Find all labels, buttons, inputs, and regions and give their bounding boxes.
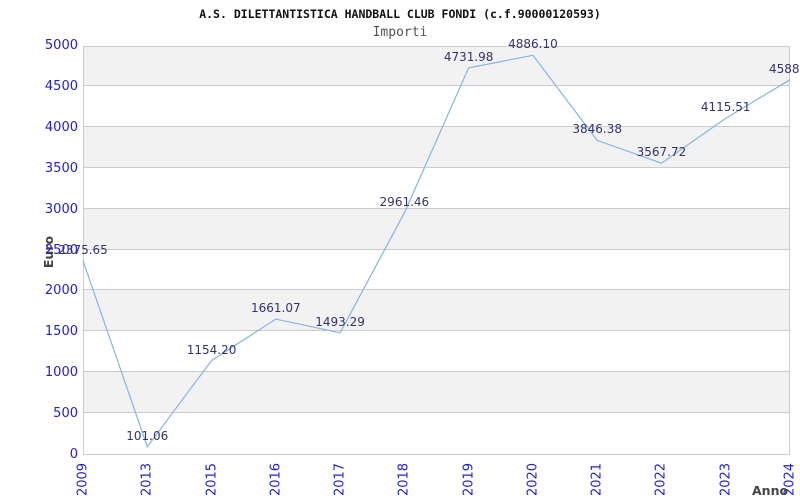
x-tick-label: 2017 (332, 462, 348, 497)
y-tick-label: 1000 (44, 365, 78, 381)
data-point-label: 1154.20 (186, 342, 237, 357)
data-point-label: 2961.46 (379, 194, 430, 209)
data-point-label: 2375.65 (58, 242, 108, 257)
plot-band (84, 290, 789, 332)
gridline (84, 84, 789, 86)
y-tick-label: 5000 (44, 38, 78, 53)
data-point-label: 4731.98 (443, 49, 494, 64)
x-tick-label: 2018 (396, 462, 412, 497)
x-tick-label: 2009 (75, 462, 91, 497)
gridline (84, 289, 789, 291)
y-tick-label: 0 (69, 447, 78, 462)
plot-area (83, 46, 790, 455)
plot-band (84, 372, 789, 414)
data-point-label: 1661.07 (251, 301, 301, 316)
y-tick-label: 3000 (44, 201, 78, 217)
y-tick-label: 4000 (44, 119, 78, 135)
data-point-label: 3846.38 (572, 122, 622, 137)
x-tick-label: 2020 (525, 462, 541, 497)
y-tick-label: 500 (53, 406, 78, 422)
x-tick-label: 2015 (204, 462, 220, 497)
x-tick-label: 2021 (589, 462, 605, 497)
data-point-label: 4886.10 (508, 37, 558, 52)
chart-title: A.S. DILETTANTISTICA HANDBALL CLUB FONDI… (199, 7, 601, 21)
data-point-label: 1493.29 (315, 314, 365, 329)
x-tick-label: 2016 (268, 462, 284, 497)
data-point-label: 4115.51 (700, 100, 751, 115)
gridline (84, 166, 789, 168)
gridline (84, 125, 789, 127)
gridline (84, 371, 789, 373)
x-tick-label: 2023 (718, 462, 734, 497)
gridline (84, 412, 789, 414)
x-tick-label: 2022 (653, 462, 669, 497)
data-point-label: 101.06 (126, 428, 169, 443)
plot-band (84, 47, 789, 86)
gridline (84, 207, 789, 209)
x-tick-label: 2013 (139, 462, 155, 497)
x-tick-label: 2019 (461, 462, 477, 497)
data-point-label: 4588.3 (769, 61, 800, 76)
data-point-label: 3567.72 (636, 145, 687, 160)
plot-band (84, 208, 789, 250)
y-tick-label: 4500 (44, 78, 78, 94)
y-tick-label: 2500 (44, 242, 78, 258)
x-axis-name: Anno (752, 483, 789, 498)
y-tick-label: 3500 (44, 160, 78, 176)
y-tick-label: 1500 (44, 324, 78, 340)
gridline (84, 248, 789, 250)
chart-subtitle: Importi (372, 25, 428, 40)
y-tick-label: 2000 (44, 283, 78, 299)
gridline (84, 330, 789, 332)
